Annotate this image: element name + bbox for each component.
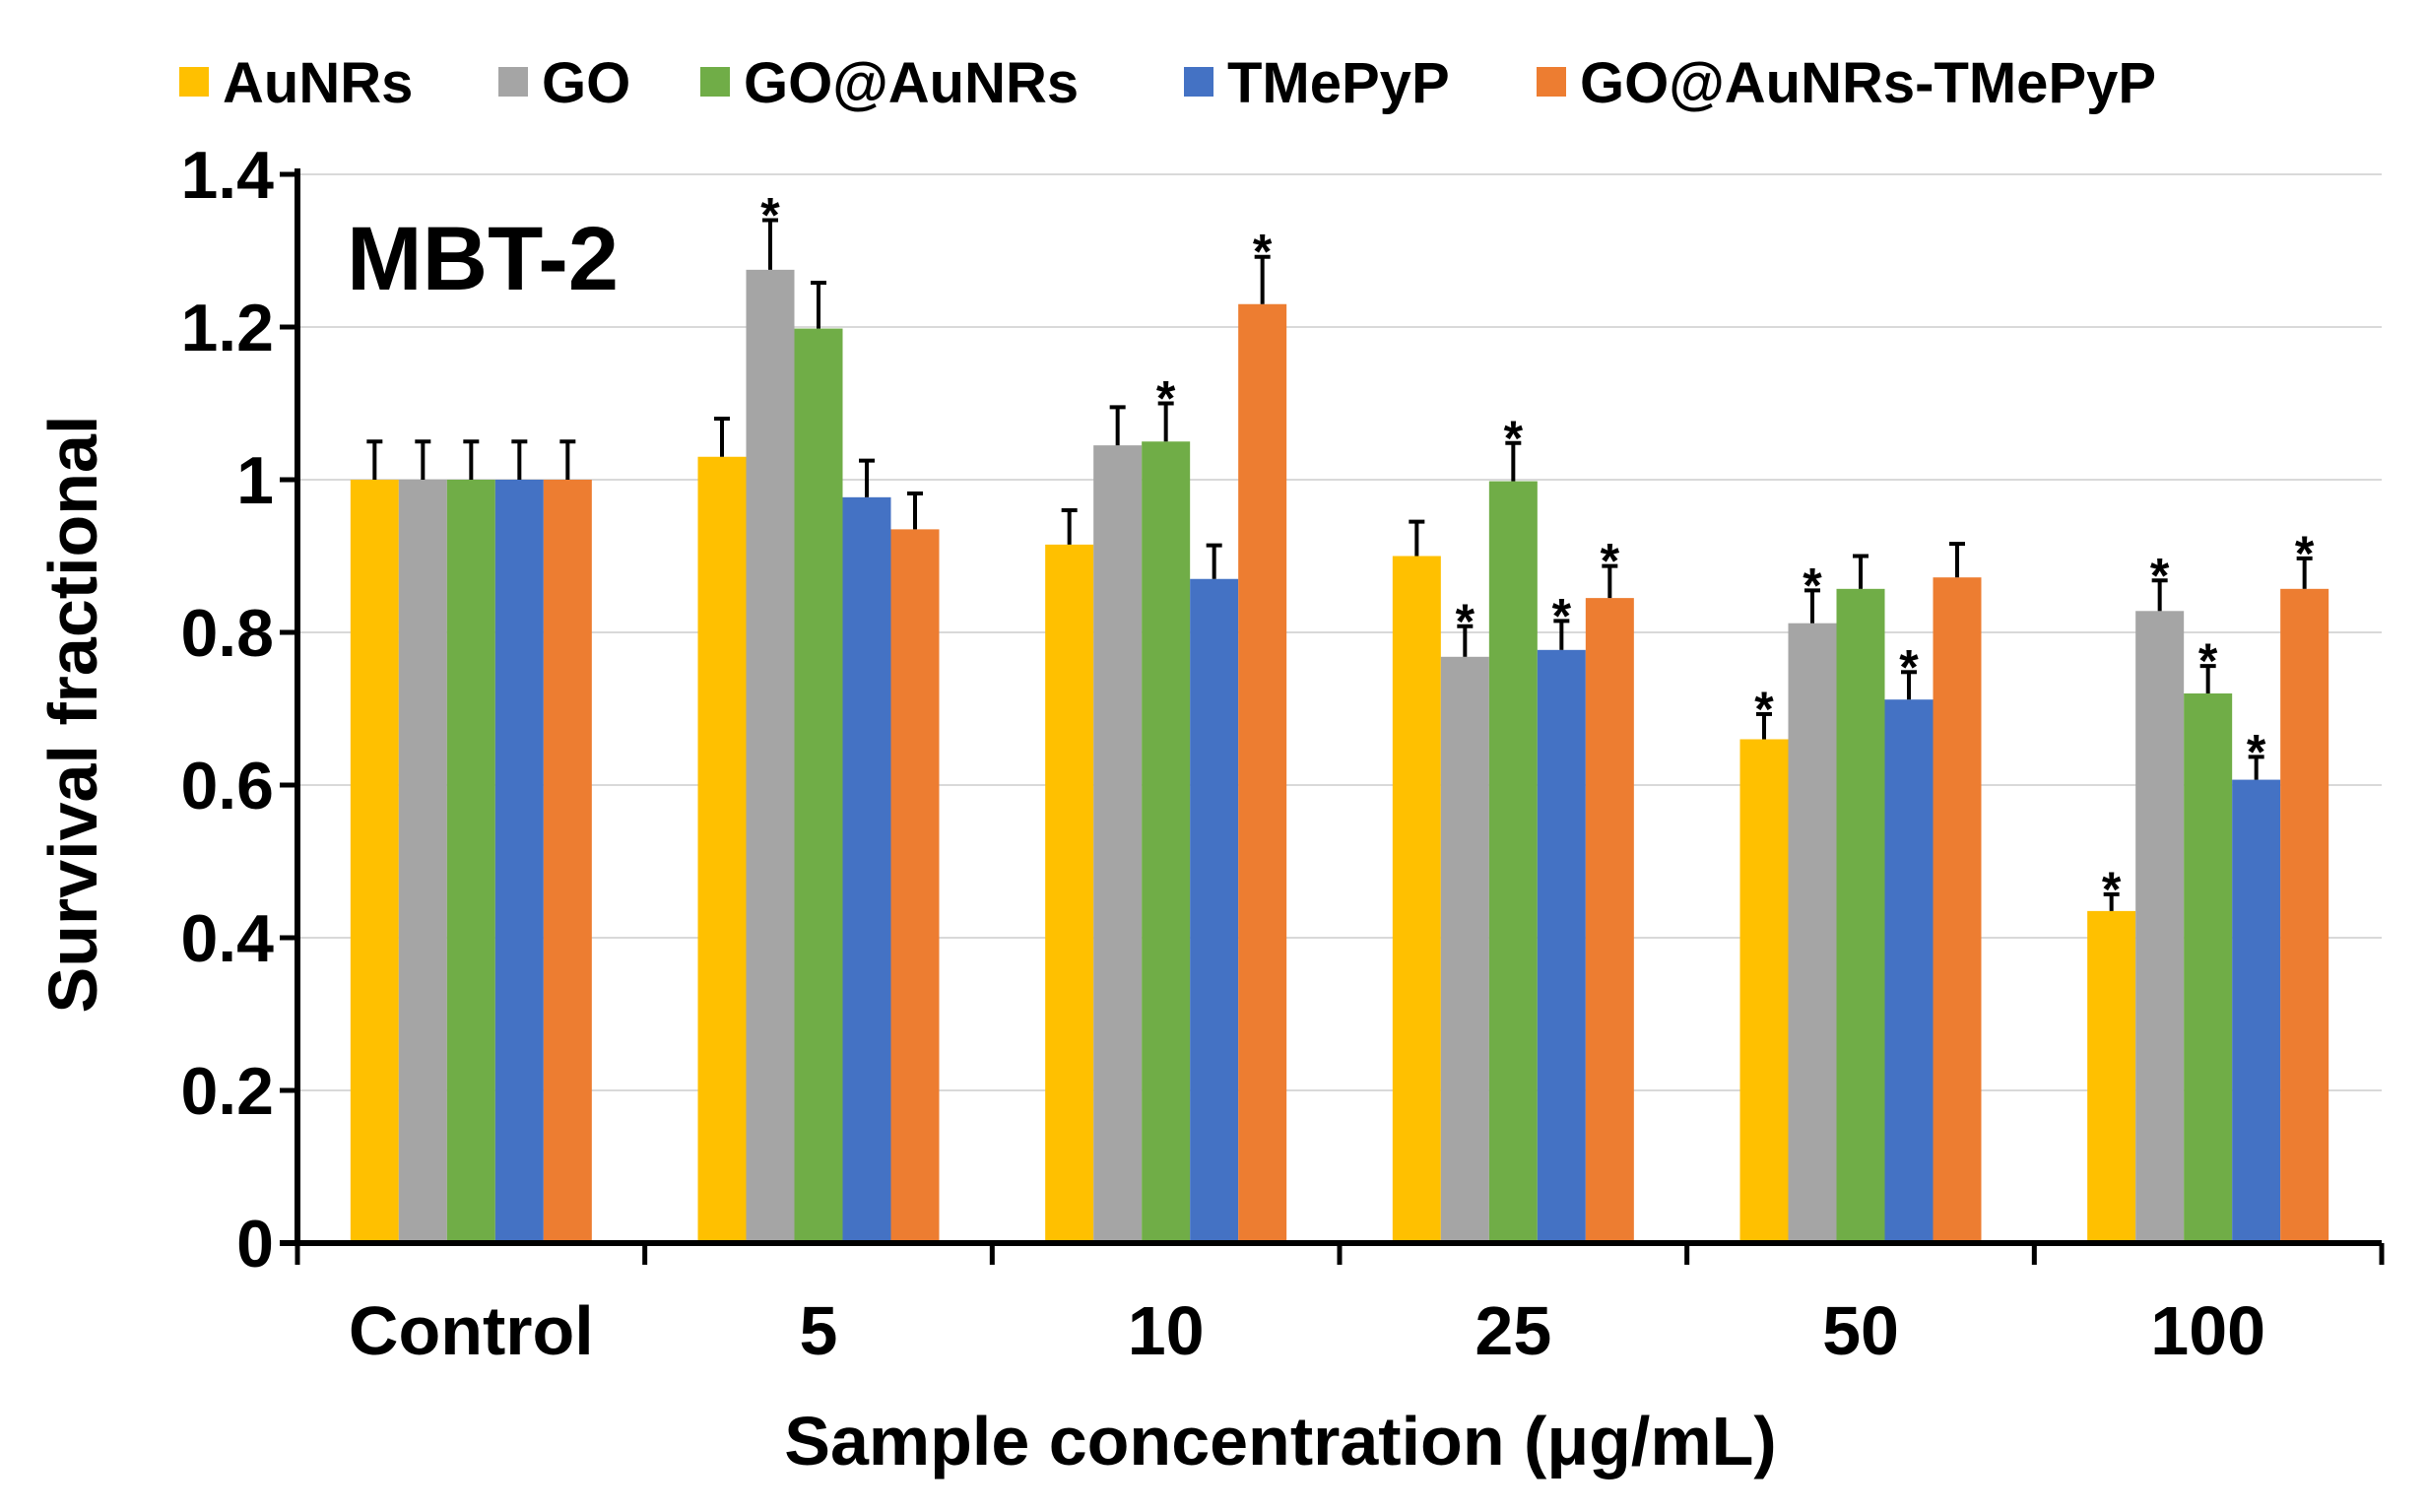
significance-marker: *	[2295, 526, 2315, 581]
legend-swatch	[179, 67, 209, 97]
bar-go-25	[1440, 656, 1489, 1243]
x-category-label: Control	[349, 1292, 594, 1369]
bar-go-50	[1788, 623, 1837, 1243]
bar-go-aunrs-100	[2184, 693, 2233, 1243]
significance-marker: *	[1552, 588, 1572, 643]
legend-item-go: GO	[498, 51, 630, 115]
significance-marker: *	[1156, 371, 1176, 427]
x-category-labels: Control 5 10 25 50 100	[349, 1292, 2265, 1369]
bar-go-control	[398, 480, 447, 1243]
bar-aunrs-10	[1045, 544, 1094, 1243]
legend: AuNRs GO GO@AuNRs TMePyP GO@AuNRs-TMePyP	[179, 51, 2156, 115]
y-tick-label: 1	[236, 443, 274, 518]
legend-label: GO@AuNRs-TMePyP	[1580, 51, 2156, 115]
panel-label: MBT-2	[347, 209, 619, 309]
y-tick-label: 1.4	[180, 138, 274, 213]
y-tick-label: 0.6	[180, 749, 274, 823]
bar-aunrs-100	[2087, 910, 2136, 1243]
bar-aunrs-25	[1392, 556, 1441, 1243]
y-tick-label: 0.8	[180, 596, 274, 671]
y-tick-label: 0.2	[180, 1054, 274, 1129]
x-category-label: 10	[1128, 1292, 1205, 1369]
significance-marker: *	[1754, 682, 1774, 737]
legend-label: GO	[542, 51, 630, 115]
legend-item-aunrs: AuNRs	[179, 51, 413, 115]
bar-aunrs-50	[1739, 739, 1789, 1243]
bar-go-10	[1093, 445, 1143, 1243]
legend-label: TMePyP	[1227, 51, 1450, 115]
bar-go-aunrs-tmepyp-25	[1585, 598, 1634, 1243]
bar-tmepyp-10	[1190, 578, 1239, 1243]
bar-go-aunrs-5	[794, 328, 843, 1243]
bar-tmepyp-5	[842, 496, 891, 1243]
significance-marker: *	[760, 188, 780, 243]
significance-marker: *	[1504, 411, 1524, 466]
legend-label: GO@AuNRs	[744, 51, 1079, 115]
legend-swatch	[1537, 67, 1566, 97]
significance-marker: *	[2102, 862, 2122, 917]
bar-tmepyp-100	[2232, 779, 2281, 1243]
significance-marker: *	[2198, 633, 2218, 689]
bar-go-aunrs-tmepyp-10	[1238, 303, 1287, 1243]
significance-marker: *	[1803, 558, 1822, 613]
significance-marker: *	[1601, 534, 1620, 589]
bar-tmepyp-25	[1537, 649, 1586, 1243]
significance-marker: *	[1456, 594, 1475, 649]
y-tick-label: 0.4	[180, 901, 274, 976]
x-category-label: 50	[1822, 1292, 1899, 1369]
x-category-label: 5	[800, 1292, 838, 1369]
bar-go-100	[2135, 611, 2185, 1243]
legend-label: AuNRs	[223, 51, 413, 115]
y-tick-labels: 0 0.2 0.4 0.6 0.8 1 1.2 1.4	[180, 138, 274, 1282]
bar-go-aunrs-tmepyp-100	[2280, 588, 2329, 1243]
bar-go-aunrs-25	[1488, 481, 1538, 1243]
legend-swatch	[498, 67, 528, 97]
significance-marker: *	[2247, 724, 2266, 779]
bar-go-aunrs-tmepyp-5	[890, 529, 940, 1243]
legend-swatch	[700, 67, 730, 97]
bar-go-aunrs-tmepyp-control	[543, 480, 592, 1243]
x-category-label: 25	[1475, 1292, 1551, 1369]
bar-tmepyp-50	[1884, 699, 1934, 1243]
y-tick-label: 1.2	[180, 291, 274, 365]
significance-marker: *	[1899, 639, 1919, 694]
bar-go-aunrs-tmepyp-50	[1933, 577, 1982, 1243]
legend-item-go-aunrs-tmepyp: GO@AuNRs-TMePyP	[1537, 51, 2156, 115]
legend-swatch	[1184, 67, 1213, 97]
legend-item-go-aunrs: GO@AuNRs	[700, 51, 1079, 115]
gridlines	[297, 173, 2382, 1091]
axes	[280, 168, 2385, 1265]
y-tick-label: 0	[236, 1207, 274, 1282]
bar-tmepyp-control	[494, 480, 544, 1243]
x-axis-title: Sample concentration (μg/mL)	[784, 1403, 1776, 1479]
legend-item-tmepyp: TMePyP	[1184, 51, 1450, 115]
bar-aunrs-5	[697, 456, 747, 1243]
bar-go-aunrs-50	[1836, 588, 1885, 1243]
bar-go-aunrs-10	[1142, 441, 1191, 1243]
significance-marker: *	[1253, 225, 1273, 280]
bars: * * * * * * * * * * * * * * *	[350, 188, 2329, 1243]
x-category-label: 100	[2150, 1292, 2265, 1369]
bar-aunrs-control	[350, 480, 399, 1243]
y-axis-title: Survival fractional	[34, 416, 111, 1014]
bar-go-5	[746, 269, 795, 1243]
significance-marker: *	[2150, 548, 2170, 603]
bar-go-aunrs-control	[446, 480, 495, 1243]
